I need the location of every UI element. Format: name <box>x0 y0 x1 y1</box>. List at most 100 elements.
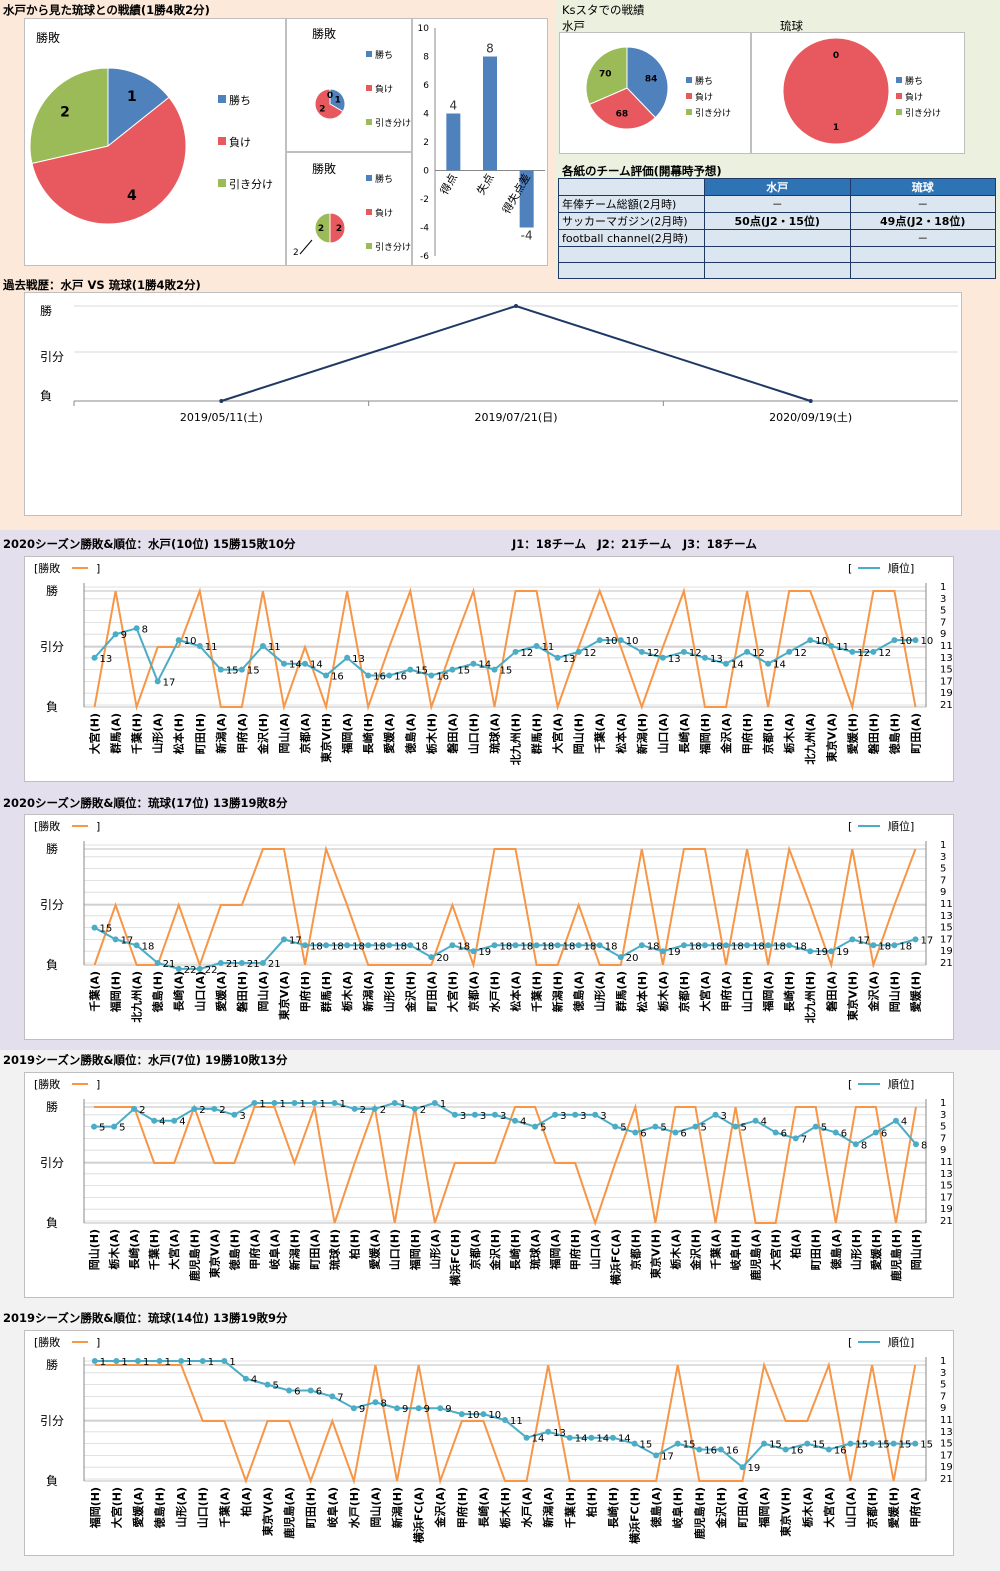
season-rank-point <box>286 1387 293 1394</box>
season-result-line <box>94 1103 917 1227</box>
season-rank-point <box>617 954 624 961</box>
season-y2-tick: 13 <box>940 1169 953 1180</box>
season-y-label: 引分 <box>40 1414 64 1428</box>
season-rank-label: 9 <box>121 630 127 641</box>
season-rank-label: 8 <box>142 624 148 635</box>
season-x-label: 福岡(H) <box>698 713 712 755</box>
season-rank-label: 17 <box>163 677 176 688</box>
season-rank-label: 5 <box>99 1123 105 1134</box>
season-rank-label: 6 <box>841 1129 847 1140</box>
season-rank-point <box>221 1358 228 1364</box>
season-x-label: 磐田(A) <box>445 713 459 754</box>
season-rank-point <box>892 1117 899 1124</box>
legend-bracket: [ <box>848 1078 852 1091</box>
season-rank-label: 18 <box>521 941 534 952</box>
record-title: 水戸から見た琉球との戦績(1勝4敗2分) <box>3 3 210 17</box>
season-y2-tick: 15 <box>940 1181 953 1192</box>
season-x-label: 岐阜(H) <box>671 1487 685 1528</box>
season-rank-label: 10 <box>488 1410 501 1421</box>
eval-cell: football channel(2月時) <box>558 229 705 247</box>
season-y2-tick: 7 <box>940 875 946 886</box>
season-x-label: 琉球(H) <box>328 1229 342 1270</box>
season-y2-tick: 3 <box>940 852 946 863</box>
season-rank-point <box>912 1141 919 1148</box>
eval-title: 各紙のチーム評価(開幕時予想) <box>562 164 722 178</box>
season-rank-point <box>175 637 182 644</box>
bar-y-tick: 2 <box>423 138 429 148</box>
season-rank-point <box>512 648 519 655</box>
season-rank-label: 6 <box>316 1387 322 1398</box>
legend-label: 引き分け <box>695 108 731 119</box>
season-x-label: 北九州(H) <box>509 713 523 765</box>
season-rank-label: 2 <box>219 1105 225 1116</box>
history-x-label: 2019/05/11(土) <box>180 411 263 424</box>
season-x-label: 大宮(A) <box>698 971 712 1012</box>
season-x-label: 群馬(H) <box>530 713 544 755</box>
season-x-label: 東京V(H) <box>319 713 333 763</box>
season-rank-label: 10 <box>626 636 639 647</box>
season-rank-label: 15 <box>769 1440 782 1451</box>
season-rank-point <box>739 1464 746 1471</box>
legend-marker <box>896 109 902 115</box>
season-y2-tick: 19 <box>940 946 953 957</box>
season-y2-tick: 15 <box>940 1439 953 1450</box>
history-x-label: 2020/09/19(土) <box>769 411 852 424</box>
season-x-label: 岡山(H) <box>87 1229 101 1270</box>
season-y2-tick: 19 <box>940 1204 953 1215</box>
season-x-label: 山口(H) <box>466 713 480 754</box>
season-rank-label: 16 <box>436 672 449 683</box>
season-rank-point <box>723 942 730 949</box>
season-x-label: 長崎(A) <box>172 971 186 1012</box>
season-rank-point <box>113 1358 120 1364</box>
season-y2-tick: 9 <box>940 1403 946 1414</box>
season-rank-point <box>596 637 603 644</box>
eval-head-mito: 水戸 <box>704 178 851 196</box>
season-x-label: 栃木(H) <box>498 1487 512 1528</box>
section-0-note: J1：18チーム J2：21チーム J3：18チーム <box>512 537 757 551</box>
season-rank-label: 6 <box>881 1129 887 1140</box>
season-rank-point <box>259 960 266 966</box>
season-y2-tick: 15 <box>940 665 953 676</box>
season-rank-point <box>712 1111 719 1118</box>
history-x-label: 2019/07/21(日) <box>475 411 558 424</box>
season-rank-point <box>451 1111 458 1118</box>
pie-label: 68 <box>616 109 629 119</box>
legend-marker <box>218 137 226 145</box>
season-rank-point <box>502 1417 508 1423</box>
season-rank-point <box>428 672 435 679</box>
season-rank-point <box>659 948 666 955</box>
season-x-label: 松本(A) <box>509 971 523 1012</box>
season-x-label: 甲府(A) <box>908 1487 922 1528</box>
season-rank-label: 10 <box>920 636 933 647</box>
season-rank-point <box>672 1129 679 1136</box>
season-rank-point <box>133 942 140 949</box>
season-rank-point <box>609 1434 616 1441</box>
season-rank-label: 15 <box>226 666 239 677</box>
season-x-label: 金沢(A) <box>866 971 880 1013</box>
season-rank-point <box>259 643 266 649</box>
season-x-label: 千葉(H) <box>563 1487 577 1528</box>
pie-slice <box>782 37 890 145</box>
season-rank-point <box>131 1105 138 1112</box>
season-rank-point <box>329 1393 336 1400</box>
season-x-label: 岡山(H) <box>909 1229 923 1270</box>
season-x-label: 長崎(H) <box>361 713 375 754</box>
season-rank-label: 16 <box>331 672 344 683</box>
season-rank-label: 5 <box>821 1123 827 1134</box>
season-rank-label: 4 <box>159 1117 165 1128</box>
season-x-label: 山口(H) <box>388 1229 402 1270</box>
season-rank-point <box>217 960 224 966</box>
season-x-label: 岡山(A) <box>277 713 291 754</box>
season-y2-tick: 17 <box>940 934 953 945</box>
season-rank-label: 19 <box>478 947 491 958</box>
season-x-label: 千葉(A) <box>88 971 102 1012</box>
season-rank-label: 9 <box>424 1404 430 1415</box>
season-rank-point <box>847 1440 854 1447</box>
season-x-label: 山口(H) <box>196 1487 210 1528</box>
season-rank-label: 6 <box>294 1387 300 1398</box>
season-x-label: 千葉(H) <box>130 713 144 754</box>
legend-marker <box>366 51 372 57</box>
season-rank-point <box>480 1411 487 1418</box>
season-rank-label: 21 <box>163 959 176 970</box>
